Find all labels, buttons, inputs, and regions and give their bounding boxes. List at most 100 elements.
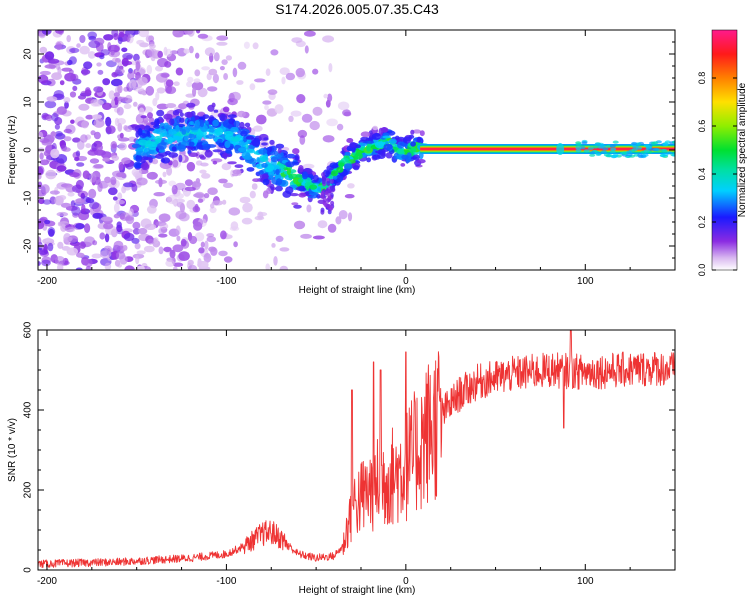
carrier-broadening	[589, 151, 596, 155]
noise-speckle	[274, 104, 284, 114]
colorbar-label: Normalized spectral amplitude	[737, 82, 748, 217]
ridge-blob	[131, 143, 142, 149]
ridge-blob	[178, 154, 183, 163]
carrier-broadening	[671, 140, 675, 144]
noise-speckle	[113, 202, 120, 213]
carrier-broadening	[637, 153, 643, 157]
noise-speckle	[175, 225, 181, 236]
ridge-blob	[212, 119, 219, 127]
ridge-blob	[208, 128, 215, 133]
carrier-broadening	[653, 147, 660, 152]
noise-speckle	[54, 124, 61, 130]
noise-speckle	[91, 253, 102, 259]
carrier-broadening	[612, 140, 619, 144]
noise-speckle	[285, 72, 296, 81]
noise-speckle	[300, 233, 312, 239]
ridge-blob	[289, 169, 297, 174]
noise-speckle	[299, 135, 306, 145]
noise-speckle	[85, 265, 92, 270]
noise-speckle	[119, 254, 128, 265]
ridge-blob	[164, 124, 173, 130]
noise-speckle	[267, 89, 278, 95]
carrier-broadening	[587, 146, 594, 150]
noise-speckle	[84, 223, 91, 234]
ridge-blob	[313, 174, 319, 183]
ridge-blob	[246, 167, 255, 172]
noise-speckle	[104, 245, 112, 251]
noise-speckle	[186, 161, 196, 172]
noise-speckle	[155, 65, 163, 72]
noise-speckle	[187, 264, 198, 270]
noise-speckle	[158, 177, 163, 188]
noise-speckle	[116, 106, 124, 116]
noise-speckle	[118, 31, 125, 38]
ridge-blob	[330, 200, 335, 206]
noise-speckle	[60, 144, 68, 152]
ridge-blob	[153, 124, 161, 129]
noise-speckle	[75, 150, 81, 157]
ridge-blob	[298, 165, 304, 173]
noise-speckle	[197, 33, 209, 39]
noise-speckle	[322, 135, 335, 143]
ridge-blob	[326, 180, 331, 186]
x-tick-label: 0	[403, 576, 409, 587]
noise-speckle	[117, 122, 123, 132]
noise-speckle	[64, 101, 69, 109]
x-tick-label: -100	[216, 576, 236, 587]
colorbar-tick-label: 0.2	[697, 216, 707, 229]
noise-speckle	[203, 252, 212, 263]
noise-speckle	[63, 136, 72, 142]
noise-speckle	[158, 246, 164, 255]
noise-speckle	[180, 238, 187, 247]
ridge-blob	[199, 119, 205, 128]
noise-speckle	[111, 78, 123, 87]
noise-speckle	[48, 228, 55, 237]
noise-speckle	[66, 35, 71, 43]
ridge-blob	[185, 125, 191, 133]
ridge-blob	[285, 186, 294, 194]
carrier-broadening	[602, 147, 609, 151]
noise-speckle	[79, 35, 86, 43]
ridge-blob	[154, 135, 163, 143]
noise-speckle	[59, 80, 65, 86]
noise-speckle	[195, 30, 201, 34]
ridge-blob	[148, 127, 155, 132]
noise-speckle	[199, 169, 207, 174]
ridge-blob	[286, 153, 296, 159]
noise-speckle	[184, 179, 193, 187]
ridge-blob	[412, 129, 422, 134]
ridge-blob	[189, 133, 196, 140]
noise-speckle	[104, 262, 112, 270]
ridge-blob	[238, 147, 247, 153]
carrier-broadening	[631, 141, 638, 146]
y-tick-label: 20	[23, 48, 34, 60]
noise-speckle	[279, 67, 290, 75]
noise-speckle	[183, 30, 194, 35]
ridge-blob	[228, 118, 235, 125]
noise-speckle	[207, 86, 218, 92]
ridge-blob	[327, 189, 332, 194]
snr-axes: -200 -100 0 100 0 200 400 600	[23, 321, 676, 587]
ridge-blob	[204, 120, 209, 126]
ridge-blob	[221, 134, 226, 139]
noise-speckle	[344, 194, 355, 199]
ridge-blob	[329, 205, 334, 211]
noise-speckle	[157, 50, 163, 59]
noise-speckle	[111, 155, 120, 162]
carrier-broadening	[666, 151, 673, 155]
noise-speckle	[93, 131, 101, 140]
noise-speckle	[39, 152, 44, 160]
snr-xlabel: Height of straight line (km)	[299, 585, 416, 596]
noise-speckle	[222, 199, 227, 205]
noise-speckle	[241, 217, 253, 225]
ridge-blob	[320, 194, 325, 199]
noise-speckle	[271, 243, 276, 248]
ridge-blob	[189, 126, 199, 131]
noise-speckle	[84, 236, 95, 246]
noise-speckle	[66, 236, 73, 242]
ridge-blob	[354, 152, 363, 160]
noise-speckle	[96, 143, 103, 152]
ridge-blob	[172, 159, 179, 168]
ridge-blob	[372, 154, 381, 160]
ridge-blob	[186, 111, 193, 118]
